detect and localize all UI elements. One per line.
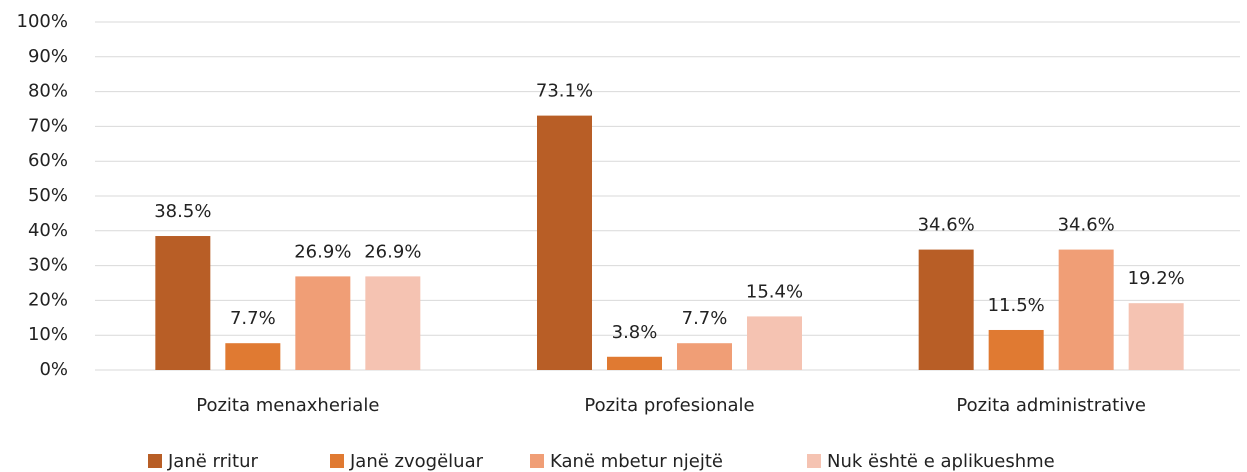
- y-tick-label: 90%: [28, 46, 68, 67]
- legend-label: Nuk është e aplikueshme: [827, 451, 1055, 472]
- value-label: 38.5%: [154, 201, 211, 222]
- bar: [607, 356, 662, 370]
- value-label: 11.5%: [988, 295, 1045, 316]
- legend-swatch: [148, 454, 162, 468]
- value-label: 7.7%: [230, 308, 276, 329]
- y-tick-label: 100%: [17, 11, 68, 32]
- y-tick-label: 60%: [28, 150, 68, 171]
- bar: [677, 343, 732, 370]
- value-label: 19.2%: [1128, 268, 1185, 289]
- x-tick-label: Pozita profesionale: [584, 395, 754, 416]
- legend-label: Janë rritur: [167, 451, 258, 472]
- bar: [747, 316, 802, 370]
- y-tick-label: 40%: [28, 220, 68, 241]
- value-label: 7.7%: [682, 308, 728, 329]
- y-tick-label: 0%: [39, 359, 68, 380]
- bar: [225, 343, 281, 370]
- y-tick-label: 70%: [28, 115, 68, 136]
- bar: [1128, 303, 1184, 370]
- value-label: 73.1%: [536, 81, 593, 102]
- value-label: 34.6%: [1058, 215, 1115, 236]
- bar: [918, 249, 974, 370]
- y-tick-label: 80%: [28, 81, 68, 102]
- bar: [365, 276, 421, 370]
- bar: [155, 236, 211, 370]
- y-tick-label: 20%: [28, 289, 68, 310]
- legend-swatch: [807, 454, 821, 468]
- value-label: 3.8%: [612, 322, 658, 343]
- y-tick-label: 10%: [28, 324, 68, 345]
- legend-label: Kanë mbetur njejtë: [550, 451, 723, 472]
- bar: [1058, 249, 1114, 370]
- bar: [295, 276, 351, 370]
- legend-swatch: [330, 454, 344, 468]
- y-tick-label: 30%: [28, 255, 68, 276]
- x-tick-label: Pozita administrative: [956, 395, 1146, 416]
- legend-label: Janë zvogëluar: [349, 451, 484, 472]
- value-label: 15.4%: [746, 281, 803, 302]
- value-label: 26.9%: [294, 241, 351, 262]
- legend-swatch: [530, 454, 544, 468]
- bar: [988, 329, 1044, 370]
- value-label: 34.6%: [918, 215, 975, 236]
- value-label: 26.9%: [364, 241, 421, 262]
- bar: [537, 115, 592, 370]
- x-tick-label: Pozita menaxheriale: [196, 395, 379, 416]
- y-tick-label: 50%: [28, 185, 68, 206]
